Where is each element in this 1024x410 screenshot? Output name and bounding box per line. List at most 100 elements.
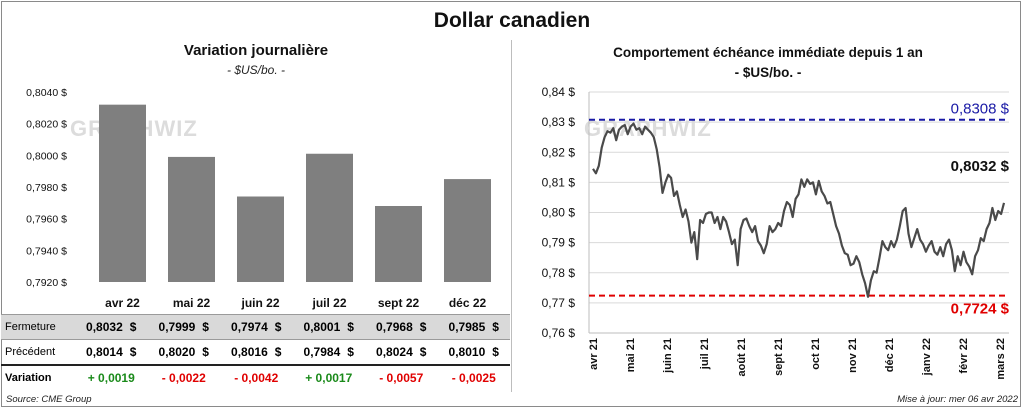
bar-chart-subtitle: - $US/bo. -: [226, 63, 286, 77]
bar-x-tick-label: sept 22: [378, 296, 420, 310]
row-label-prev: Précédent: [1, 339, 75, 366]
line-x-tick-label: mai 21: [625, 338, 637, 372]
table-cell: 0,8010 $: [437, 339, 510, 366]
bar: [306, 153, 353, 282]
bar-x-tick-label: mai 22: [173, 296, 211, 310]
line-y-tick-label: 0,80 $: [542, 206, 576, 220]
table-cell: 0,8032 $: [75, 314, 148, 340]
table-cell: 0,7974 $: [220, 314, 293, 340]
table-row-close: Fermeture 0,8032 $0,7999 $0,7974 $0,8001 $0,…: [1, 314, 510, 340]
table-cell: 0,7985 $: [437, 314, 510, 340]
table-cell: + 0,0017: [293, 365, 366, 390]
bar: [237, 196, 284, 282]
line-y-tick-label: 0,82 $: [542, 145, 576, 159]
cell-value: 0,7985: [448, 320, 486, 334]
table-cell: - 0,0042: [220, 365, 293, 390]
cell-value: + 0,0017: [305, 371, 353, 385]
cell-value: 0,8020: [158, 345, 196, 359]
high-value-label: 0,8308 $: [951, 101, 1010, 118]
table-cell: 0,7968 $: [365, 314, 438, 340]
table-cell: - 0,0022: [148, 365, 221, 390]
cell-value: 0,7984: [303, 345, 341, 359]
line-x-tick-label: août 21: [736, 338, 748, 377]
line-y-tick-label: 0,76 $: [542, 326, 576, 340]
table-cell: 0,8014 $: [75, 339, 148, 366]
line-x-tick-label: mars 22: [995, 338, 1007, 380]
cell-value: 0,8001: [303, 320, 341, 334]
cell-currency: $: [202, 320, 209, 334]
cell-currency: $: [347, 345, 354, 359]
line-x-tick-label: avr 21: [588, 338, 600, 370]
cell-currency: $: [129, 320, 137, 334]
table-cell: - 0,0025: [438, 365, 511, 390]
cell-value: 0,8014: [86, 345, 123, 359]
bar: [444, 179, 491, 282]
bar-x-tick-label: déc 22: [449, 296, 487, 310]
table-row-change: Variation + 0,0019 - 0,0022 - 0,0042 + 0,00…: [1, 365, 510, 390]
cell-currency: $: [419, 320, 427, 334]
line-y-tick-label: 0,84 $: [542, 85, 576, 99]
cell-value: 0,8024: [376, 345, 413, 359]
table-cell: + 0,0019: [75, 365, 148, 390]
bar: [168, 156, 215, 282]
cell-value: + 0,0019: [87, 371, 135, 385]
line-x-tick-label: sept 21: [773, 338, 785, 376]
line-y-tick-label: 0,83 $: [542, 115, 576, 129]
cell-currency: $: [202, 345, 209, 359]
source-note: Source: CME Group: [6, 394, 92, 405]
bar-y-tick-label: 0,7940 $: [26, 245, 67, 257]
line-x-tick-label: oct 21: [810, 338, 822, 370]
cell-value: - 0,0022: [161, 371, 206, 385]
table-cell: 0,7999 $: [147, 314, 220, 340]
bar-y-tick-label: 0,8020 $: [26, 119, 67, 131]
price-series-line: [592, 122, 1006, 298]
cell-value: 0,7968: [376, 320, 413, 334]
page-title: Dollar canadien: [433, 9, 591, 32]
cell-currency: $: [274, 345, 282, 359]
panel-divider: [511, 40, 512, 392]
bar-y-tick-label: 0,7960 $: [26, 214, 67, 226]
cell-value: 0,7974: [231, 320, 268, 334]
variation-table: Fermeture 0,8032 $0,7999 $0,7974 $0,8001 $0,…: [1, 314, 510, 390]
line-x-tick-label: déc 21: [884, 338, 896, 372]
table-cell: 0,8020 $: [147, 339, 220, 366]
cell-currency: $: [419, 345, 427, 359]
cell-currency: $: [492, 320, 499, 334]
line-chart: GRAPHWIZ 0,76 $0,77 $0,78 $0,79 $0,80 $0…: [542, 85, 1010, 380]
cell-currency: $: [129, 345, 137, 359]
update-note: Mise à jour: mer 06 avr 2022: [897, 394, 1018, 405]
bar-chart-title: Variation journalière: [183, 42, 329, 59]
line-x-tick-label: févr 22: [958, 338, 970, 373]
line-y-tick-label: 0,78 $: [542, 266, 576, 280]
bar: [375, 206, 422, 282]
bar-y-tick-label: 0,7920 $: [26, 277, 67, 289]
bar-y-tick-label: 0,7980 $: [26, 182, 67, 194]
cell-value: - 0,0025: [451, 371, 496, 385]
low-value-label: 0,7724 $: [951, 301, 1010, 318]
table-cell: 0,8016 $: [220, 339, 293, 366]
bar-chart: GRAPHWIZ 0,7920 $0,7940 $0,7960 $0,7980 …: [26, 87, 491, 310]
cell-value: 0,8016: [231, 345, 268, 359]
bar-y-tick-label: 0,8040 $: [26, 87, 67, 99]
table-cell: 0,7984 $: [292, 339, 365, 366]
cell-value: 0,8032: [86, 320, 123, 334]
row-label-close: Fermeture: [1, 314, 75, 340]
cell-currency: $: [274, 320, 282, 334]
table-row-prev: Précédent 0,8014 $0,8020 $0,8016 $0,7984 $0,…: [1, 339, 510, 366]
last-value-label: 0,8032 $: [951, 158, 1010, 175]
table-cell: - 0,0057: [365, 365, 438, 390]
line-x-tick-label: janv 22: [921, 338, 933, 376]
line-y-tick-label: 0,79 $: [542, 236, 576, 250]
line-chart-title: Comportement échéance immédiate depuis 1…: [613, 45, 923, 60]
cell-value: - 0,0042: [234, 371, 279, 385]
line-x-tick-label: nov 21: [847, 338, 859, 373]
cell-value: - 0,0057: [379, 371, 424, 385]
cell-value: 0,8010: [448, 345, 486, 359]
line-y-tick-label: 0,81 $: [542, 175, 576, 189]
line-y-tick-label: 0,77 $: [542, 296, 576, 310]
row-label-change: Variation: [5, 372, 52, 384]
cell-currency: $: [492, 345, 499, 359]
line-chart-subtitle: - $US/bo. -: [734, 65, 802, 80]
table-cell: 0,8001 $: [292, 314, 365, 340]
